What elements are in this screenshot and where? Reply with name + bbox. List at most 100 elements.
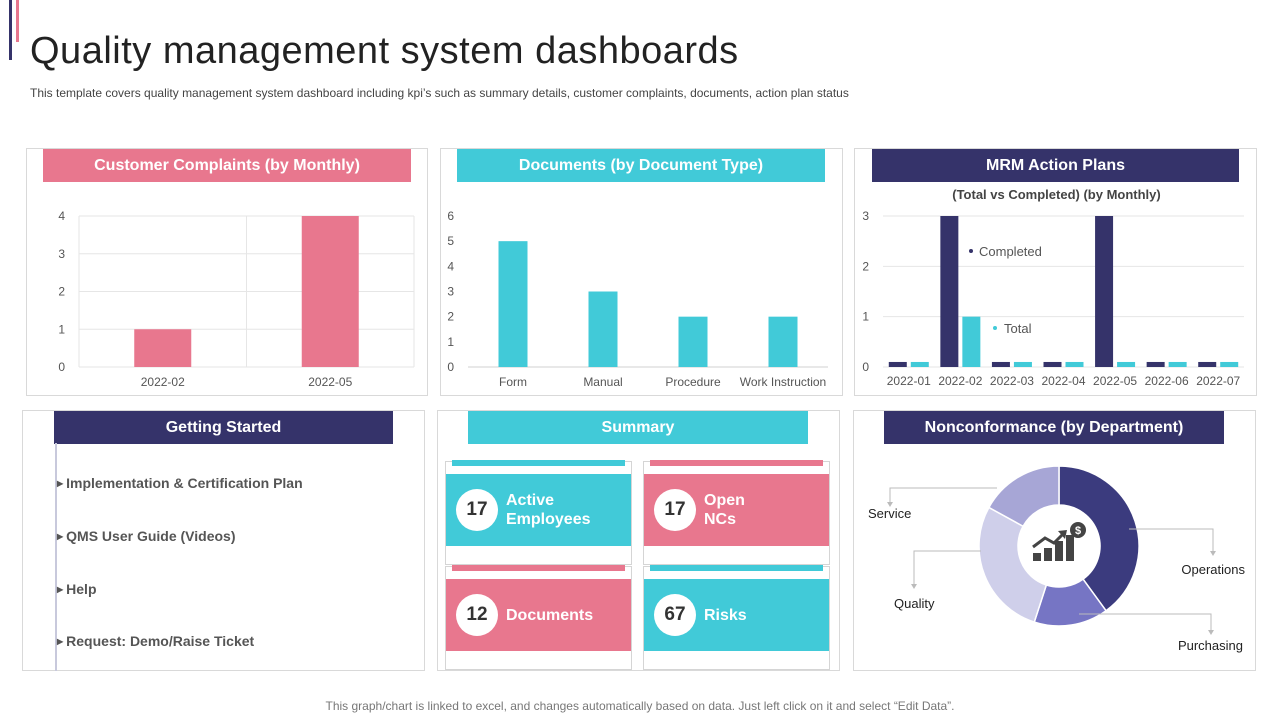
y-tick-label: 3 xyxy=(447,285,454,299)
gs-item-user-guide[interactable]: ▶ QMS User Guide (Videos) xyxy=(57,528,236,544)
bar-2022-07 xyxy=(1220,361,1239,367)
callout-arrow-operations xyxy=(1210,551,1216,556)
x-tick-label: Procedure xyxy=(665,375,721,389)
callout-line-quality xyxy=(913,550,981,584)
documents-chart[interactable]: 0 1 2 3 4 5 6 Form Manual Procedure Work Instructi… xyxy=(441,149,842,395)
kpi-body: 12 Documents xyxy=(446,579,631,651)
y-tick-label: 0 xyxy=(447,360,454,374)
documents-header: Documents (by Document Type) xyxy=(457,149,825,182)
x-tick-label: Manual xyxy=(583,375,622,389)
kpi-accent-strip xyxy=(452,565,625,571)
bar-2022-03 xyxy=(991,361,1010,367)
y-tick-label: 0 xyxy=(862,360,869,374)
bar-2022-03 xyxy=(1013,361,1032,367)
y-tick-label: 2 xyxy=(862,259,869,273)
caret-right-icon: ▶ xyxy=(57,478,64,488)
bar-2022-07 xyxy=(1198,361,1217,367)
x-tick-label: 2022-05 xyxy=(308,375,352,389)
nonconformance-donut-chart[interactable]: $ Operations Purchasing Quality Service xyxy=(854,411,1255,670)
x-tick-label: 2022-03 xyxy=(990,374,1034,388)
icon-arrow-head xyxy=(1058,530,1067,539)
slice-label-quality: Quality xyxy=(894,596,935,611)
x-tick-label: 2022-07 xyxy=(1196,374,1240,388)
footer-note: This graph/chart is linked to excel, and… xyxy=(325,699,955,713)
bar-2022-05 xyxy=(1095,216,1114,367)
gs-item-label: Help xyxy=(66,581,97,597)
kpi-accent-strip xyxy=(452,460,625,466)
gs-item-label: QMS User Guide (Videos) xyxy=(66,528,236,544)
callout-line-purchasing xyxy=(1079,613,1212,630)
legend-marker-completed xyxy=(969,249,973,253)
icon-dollar-sign: $ xyxy=(1075,525,1081,537)
complaints-header: Customer Complaints (by Monthly) xyxy=(43,149,411,182)
bar-2022-02 xyxy=(940,216,959,367)
callout-line-service xyxy=(889,487,997,503)
kpi-body: 17 Active Employees xyxy=(446,474,631,546)
bar-2022-06 xyxy=(1146,361,1165,367)
y-tick-label: 3 xyxy=(58,247,65,261)
getting-started-header: Getting Started xyxy=(54,411,393,444)
x-tick-label: 2022-02 xyxy=(938,374,982,388)
icon-bar xyxy=(1033,553,1041,561)
summary-header: Summary xyxy=(468,411,808,444)
icon-bar xyxy=(1066,535,1074,561)
kpi-open-ncs[interactable]: 17 Open NCs xyxy=(643,460,830,565)
slice-label-purchasing: Purchasing xyxy=(1178,638,1243,653)
legend-label-total: Total xyxy=(1004,321,1032,336)
kpi-active-employees[interactable]: 17 Active Employees xyxy=(445,460,632,565)
kpi-label: Active Employees xyxy=(506,492,591,528)
callout-line-operations xyxy=(1129,528,1214,551)
icon-arrow-line xyxy=(1032,532,1065,549)
nonconformance-header: Nonconformance (by Department) xyxy=(884,411,1224,444)
getting-started-timeline xyxy=(55,443,57,671)
caret-right-icon: ▶ xyxy=(57,531,64,541)
y-tick-label: 1 xyxy=(58,322,65,336)
kpi-label: Risks xyxy=(704,606,747,624)
growth-chart-dollar-icon: $ xyxy=(1032,522,1086,561)
kpi-value: 67 xyxy=(654,594,696,636)
x-tick-label: 2022-02 xyxy=(141,375,185,389)
complaints-chart[interactable]: 0 1 2 3 4 2022-02 2022-05 xyxy=(27,149,427,395)
x-tick-label: 2022-04 xyxy=(1041,374,1085,388)
getting-started-panel: Getting Started ▶ Implementation & Certif… xyxy=(22,410,425,671)
legend-marker-total xyxy=(993,326,997,330)
title-accent-bar-pink xyxy=(16,0,19,42)
mrm-header: MRM Action Plans xyxy=(872,149,1239,182)
donut-slice-service xyxy=(987,465,1060,528)
kpi-value: 12 xyxy=(456,594,498,636)
mrm-subtitle: (Total vs Completed) (by Monthly) xyxy=(952,187,1161,202)
icon-dollar-coin xyxy=(1070,522,1086,538)
slice-label-service: Service xyxy=(868,506,911,521)
legend-label-completed: Completed xyxy=(979,244,1042,259)
bar-2022-01 xyxy=(888,361,907,367)
bar-form xyxy=(498,241,528,367)
kpi-value: 17 xyxy=(456,489,498,531)
kpi-accent-strip xyxy=(650,460,823,466)
page-title: Quality management system dashboards xyxy=(30,30,739,72)
x-tick-label: Work Instruction xyxy=(740,375,826,389)
caret-right-icon: ▶ xyxy=(57,636,64,646)
donut-slice-quality xyxy=(978,506,1048,624)
gs-item-help[interactable]: ▶ Help xyxy=(57,581,97,597)
y-tick-label: 2 xyxy=(58,285,65,299)
caret-right-icon: ▶ xyxy=(57,584,64,594)
x-tick-label: 2022-01 xyxy=(887,374,931,388)
mrm-panel: MRM Action Plans (Total vs Completed) (b… xyxy=(854,148,1257,396)
kpi-risks[interactable]: 67 Risks xyxy=(643,565,830,670)
bar-2022-04 xyxy=(1043,361,1062,367)
callout-arrow-quality xyxy=(911,584,917,589)
bar-2022-06 xyxy=(1168,361,1187,367)
bar-2022-05 xyxy=(1117,361,1136,367)
kpi-documents[interactable]: 12 Documents xyxy=(445,565,632,670)
kpi-accent-strip xyxy=(650,565,823,571)
kpi-body: 17 Open NCs xyxy=(644,474,829,546)
x-tick-label: 2022-05 xyxy=(1093,374,1137,388)
gs-item-label: Implementation & Certification Plan xyxy=(66,475,303,491)
gs-item-implementation-plan[interactable]: ▶ Implementation & Certification Plan xyxy=(57,475,303,491)
kpi-body: 67 Risks xyxy=(644,579,829,651)
bar-2022-04 xyxy=(1065,361,1084,367)
bar-2022-02 xyxy=(134,329,192,367)
y-tick-label: 1 xyxy=(447,335,454,349)
gs-item-request-demo[interactable]: ▶ Request: Demo/Raise Ticket xyxy=(57,633,254,649)
mrm-chart[interactable]: 0 1 2 3 2022-01 2022-02 2022-03 2022-04 2022-05 2… xyxy=(855,149,1256,395)
